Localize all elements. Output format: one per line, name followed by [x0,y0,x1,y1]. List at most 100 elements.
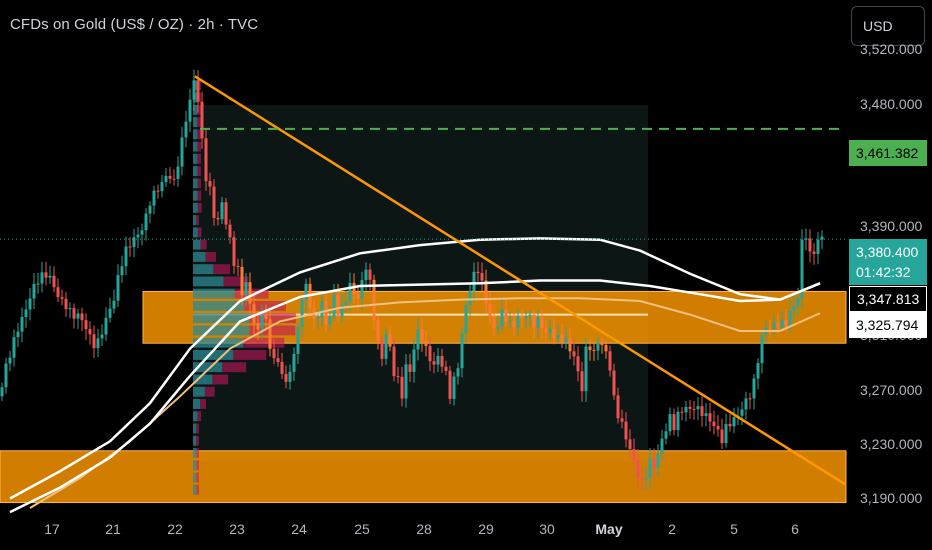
volume-profile-bar [197,227,202,238]
candle-body [192,80,196,100]
candle-body [284,373,288,382]
candle-body [156,190,160,192]
y-tick-label: 3,190.000 [860,490,923,507]
candle-body [608,351,612,371]
candle-body [444,366,448,371]
candle-body [160,182,164,192]
candle-body [716,425,720,430]
candle-body [148,205,152,214]
candle-body [168,175,172,179]
candle-body [36,283,40,285]
candle-body [428,345,432,362]
candle-body [456,368,460,377]
candle-body [260,315,264,330]
candle-body [244,282,248,296]
candle-body [692,408,696,410]
candle-body [200,101,204,139]
volume-profile-bar [197,202,202,213]
volume-profile-bar [197,141,202,152]
candle-body [304,283,308,300]
candle-body [532,314,536,328]
candle-body [588,346,592,350]
volume-profile-bar [193,386,205,397]
candle-body [536,317,540,328]
candle-body [732,417,736,427]
volume-profile-bar [222,362,247,373]
candle-body [540,317,544,329]
candle-body [640,478,644,480]
candle-body [572,351,576,357]
volume-profile-bar [193,472,197,483]
candle-body [180,137,184,167]
candle-body [576,356,580,372]
candle-body [652,458,656,468]
candle-body [464,305,468,334]
candle-body [484,280,488,304]
volume-profile-bar [196,460,199,471]
volume-profile-bar [197,153,202,164]
candle-body [60,297,64,299]
candle-body [440,355,444,367]
volume-profile-bar [196,215,199,226]
candle-body [0,387,4,397]
volume-profile-bar [193,411,198,422]
volume-profile-bar [193,448,197,458]
volume-profile-bar [193,129,198,140]
candle-body [396,376,400,378]
volume-profile-bar [193,423,197,434]
candle-body [228,224,232,238]
volume-profile-bar [249,325,296,336]
x-tick-label: 23 [229,521,245,537]
candle-body [676,411,680,431]
candle-body [472,271,476,292]
candle-body [288,371,292,382]
candle-body [788,311,792,327]
volume-profile-bar [193,202,198,213]
candle-body [124,246,128,267]
volume-profile-bar [193,227,198,238]
candle-body [756,363,760,379]
candle-body [120,266,124,276]
candle-body [232,237,236,266]
candle-body [100,334,104,339]
candle-body [256,323,260,330]
candle-body [136,234,140,238]
volume-profile-bar [193,399,201,409]
support-zone [0,450,847,504]
candle-body [408,364,412,372]
candle-body [84,320,88,330]
candle-body [80,313,84,321]
candle-body [292,353,296,372]
candle-body [512,320,516,328]
volume-profile-bar [200,239,207,250]
candle-body [460,333,464,369]
candle-body [32,283,36,299]
volume-profile-bar [197,190,202,201]
volume-profile-bar [193,484,197,495]
candle-body [516,315,520,328]
candle-body [20,317,24,332]
volume-profile-bar [196,484,199,495]
candle-body [544,328,548,333]
candle-body [800,239,804,299]
candle-body [184,121,188,138]
currency-button[interactable]: USD [851,6,925,46]
volume-profile-bar [193,300,245,311]
candle-body [352,282,356,294]
candle-body [796,298,800,307]
volume-profile-bar [193,374,213,385]
candle-body [720,429,724,444]
candle-body [624,421,628,440]
candle-body [740,409,744,416]
x-tick-label: 29 [478,521,494,537]
candle-body [356,293,360,300]
volume-profile-bar [193,141,198,152]
candle-body [500,309,504,327]
volume-profile-bar [197,166,202,177]
candle-body [648,458,652,478]
candle-body [4,363,8,388]
volume-profile-bar [196,435,199,446]
x-tick-label: 2 [668,521,676,537]
candle-body [380,340,384,359]
